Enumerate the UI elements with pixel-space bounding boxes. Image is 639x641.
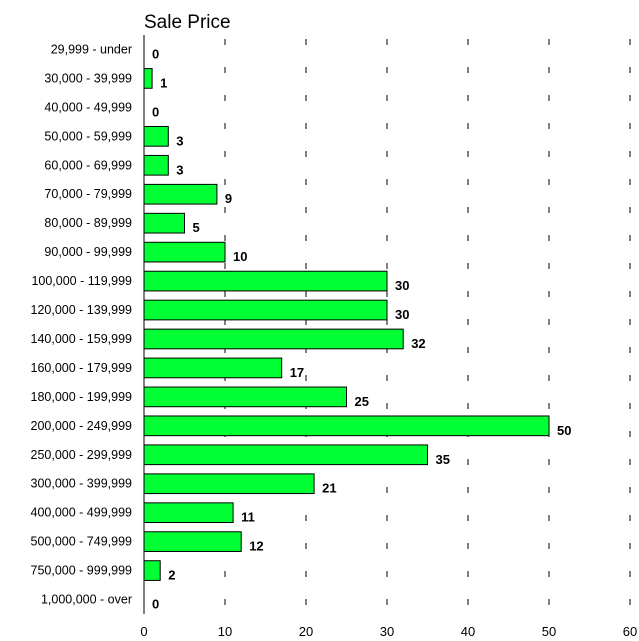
data-label-11: 17 xyxy=(290,365,304,380)
category-label-6: 80,000 - 89,999 xyxy=(44,216,132,230)
category-label-10: 140,000 - 159,999 xyxy=(31,332,133,346)
data-label-8: 30 xyxy=(395,278,409,293)
data-label-16: 11 xyxy=(241,510,255,525)
bar-17 xyxy=(143,531,242,552)
bar-8 xyxy=(143,270,388,292)
data-label-7: 10 xyxy=(233,249,247,264)
bar-13 xyxy=(143,415,550,437)
category-label-9: 120,000 - 139,999 xyxy=(31,303,133,317)
bar-7 xyxy=(143,241,226,263)
data-label-9: 30 xyxy=(395,307,409,322)
data-label-12: 25 xyxy=(355,394,369,409)
category-label-0: 29,999 - under xyxy=(51,42,132,56)
category-label-19: 1,000,000 - over xyxy=(41,593,132,607)
bar-15 xyxy=(143,473,315,495)
x-tick-5: 50 xyxy=(542,624,556,639)
category-labels: 29,999 - under 30,000 - 39,999 40,000 - 49… xyxy=(31,42,133,606)
category-label-16: 400,000 - 499,999 xyxy=(31,506,133,520)
bar-16 xyxy=(143,502,234,524)
data-label-10: 32 xyxy=(411,336,425,351)
category-label-11: 160,000 - 179,999 xyxy=(31,361,133,375)
x-tick-1: 10 xyxy=(218,624,232,639)
data-label-13: 50 xyxy=(557,423,571,438)
chart-title: Sale Price xyxy=(144,12,231,33)
category-label-15: 300,000 - 399,999 xyxy=(31,477,133,491)
bar-6 xyxy=(143,212,185,234)
bar-3 xyxy=(143,125,169,147)
category-label-14: 250,000 - 299,999 xyxy=(31,448,133,462)
bars xyxy=(143,68,550,581)
bar-18 xyxy=(143,560,161,581)
x-tick-0: 0 xyxy=(140,624,147,639)
x-tick-2: 20 xyxy=(299,624,313,639)
bar-1 xyxy=(143,68,153,89)
data-label-19: 0 xyxy=(152,597,159,612)
bar-5 xyxy=(143,183,218,205)
x-tick-3: 30 xyxy=(380,624,394,639)
x-tick-4: 40 xyxy=(461,624,475,639)
category-label-5: 70,000 - 79,999 xyxy=(44,187,132,201)
data-label-0: 0 xyxy=(152,46,159,61)
category-label-1: 30,000 - 39,999 xyxy=(44,71,132,85)
category-label-17: 500,000 - 749,999 xyxy=(31,535,133,549)
category-label-7: 90,000 - 99,999 xyxy=(44,245,132,259)
data-label-3: 3 xyxy=(176,133,183,148)
data-label-6: 5 xyxy=(193,220,200,235)
data-label-14: 35 xyxy=(436,452,450,467)
category-label-3: 50,000 - 59,999 xyxy=(44,129,132,143)
bar-4 xyxy=(143,154,169,176)
x-tick-labels: 0 10 20 30 40 50 60 xyxy=(140,624,637,639)
gridlines xyxy=(224,39,631,614)
category-label-4: 60,000 - 69,999 xyxy=(44,158,132,172)
category-label-13: 200,000 - 249,999 xyxy=(31,419,133,433)
bar-12 xyxy=(143,386,347,408)
category-label-8: 100,000 - 119,999 xyxy=(31,274,132,288)
bar-11 xyxy=(143,357,283,379)
bar-14 xyxy=(143,444,428,466)
data-label-2: 0 xyxy=(152,104,159,119)
data-label-4: 3 xyxy=(176,162,183,177)
data-label-17: 12 xyxy=(249,539,263,554)
x-tick-6: 60 xyxy=(623,624,637,639)
data-label-1: 1 xyxy=(160,75,167,90)
data-label-18: 2 xyxy=(168,568,175,583)
bar-10 xyxy=(143,328,404,350)
data-label-15: 21 xyxy=(322,481,336,496)
category-label-12: 180,000 - 199,999 xyxy=(31,390,133,404)
category-label-2: 40,000 - 49,999 xyxy=(44,100,132,114)
category-label-18: 750,000 - 999,999 xyxy=(31,564,133,578)
data-label-5: 9 xyxy=(225,191,232,206)
bar-9 xyxy=(143,299,388,321)
